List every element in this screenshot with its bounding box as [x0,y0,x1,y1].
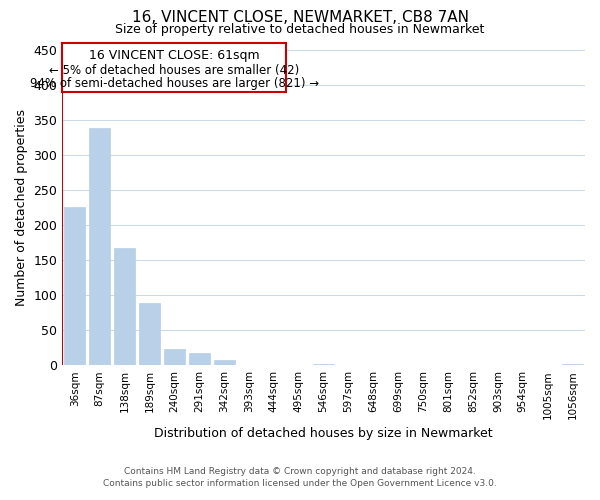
X-axis label: Distribution of detached houses by size in Newmarket: Distribution of detached houses by size … [154,427,493,440]
Bar [562,364,583,365]
Bar [64,207,85,365]
Bar [139,303,160,365]
Text: 94% of semi-detached houses are larger (821) →: 94% of semi-detached houses are larger (… [30,77,319,90]
Text: ← 5% of detached houses are smaller (42): ← 5% of detached houses are smaller (42) [49,64,299,78]
Bar [164,349,185,365]
Text: 16, VINCENT CLOSE, NEWMARKET, CB8 7AN: 16, VINCENT CLOSE, NEWMARKET, CB8 7AN [131,10,469,25]
Bar [89,128,110,365]
Bar [313,364,334,365]
Text: 16 VINCENT CLOSE: 61sqm: 16 VINCENT CLOSE: 61sqm [89,49,260,62]
Y-axis label: Number of detached properties: Number of detached properties [15,109,28,306]
Bar [214,360,235,365]
Bar [188,352,210,365]
Bar [114,248,135,365]
Text: Contains HM Land Registry data © Crown copyright and database right 2024.: Contains HM Land Registry data © Crown c… [124,467,476,476]
Text: Contains public sector information licensed under the Open Government Licence v3: Contains public sector information licen… [103,478,497,488]
Text: Size of property relative to detached houses in Newmarket: Size of property relative to detached ho… [115,22,485,36]
